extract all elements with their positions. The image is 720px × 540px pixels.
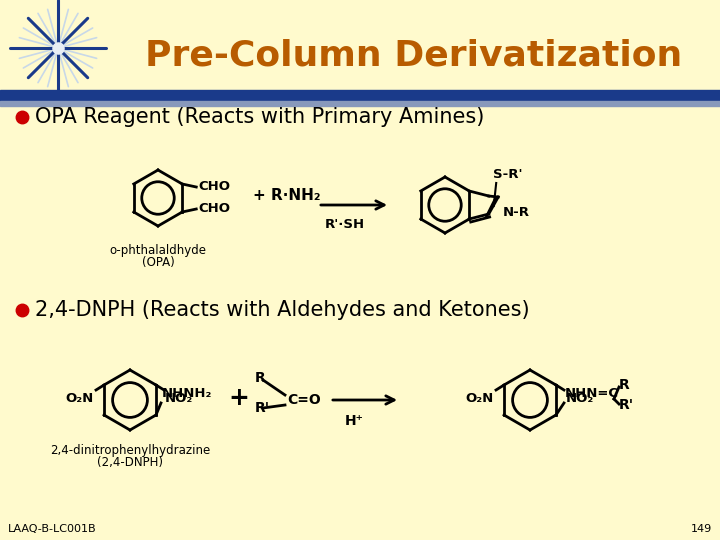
- Text: R: R: [619, 378, 630, 392]
- Text: R': R': [255, 401, 270, 415]
- Text: R': R': [619, 398, 634, 412]
- Text: Pre-Column Derivatization: Pre-Column Derivatization: [145, 38, 683, 72]
- Text: + R·NH₂: + R·NH₂: [253, 188, 320, 204]
- Text: NO₂: NO₂: [165, 392, 193, 405]
- Text: R'·SH: R'·SH: [325, 218, 365, 231]
- Text: (2,4-DNPH): (2,4-DNPH): [97, 456, 163, 469]
- Text: H⁺: H⁺: [345, 414, 364, 428]
- Text: NHNH₂: NHNH₂: [162, 387, 212, 400]
- Text: R: R: [255, 371, 266, 385]
- Text: CHO: CHO: [198, 179, 230, 192]
- Text: S-R': S-R': [493, 168, 523, 181]
- Text: OPA Reagent (Reacts with Primary Amines): OPA Reagent (Reacts with Primary Amines): [35, 107, 485, 127]
- Text: 2,4-dinitrophenylhydrazine: 2,4-dinitrophenylhydrazine: [50, 444, 210, 457]
- Text: C=O: C=O: [287, 393, 320, 407]
- Text: NO₂: NO₂: [566, 392, 594, 405]
- Text: o-phthalaldhyde: o-phthalaldhyde: [109, 244, 207, 257]
- Text: 2,4-DNPH (Reacts with Aldehydes and Ketones): 2,4-DNPH (Reacts with Aldehydes and Keto…: [35, 300, 530, 320]
- Text: (OPA): (OPA): [142, 256, 174, 269]
- Text: CHO: CHO: [198, 201, 230, 214]
- Bar: [0, 90, 720, 101]
- Text: LAAQ-B-LC001B: LAAQ-B-LC001B: [8, 524, 96, 534]
- Text: +: +: [228, 386, 249, 410]
- Text: N-R: N-R: [503, 206, 530, 219]
- Bar: [0, 101, 720, 106]
- Text: O₂N: O₂N: [466, 392, 494, 405]
- Text: 149: 149: [690, 524, 712, 534]
- Text: O₂N: O₂N: [66, 392, 94, 405]
- Text: NHN=C: NHN=C: [565, 387, 619, 400]
